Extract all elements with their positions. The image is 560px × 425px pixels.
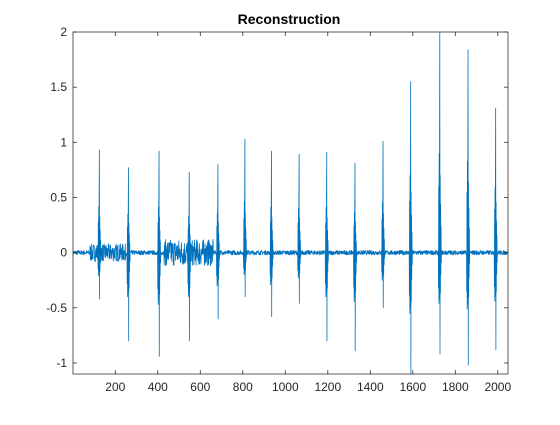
x-axis: 200 400 600 800 1000 1200 1400 1600 1800 2000 <box>105 32 511 394</box>
x-tick-label: 1800 <box>442 380 469 394</box>
y-tick-label: 2 <box>60 25 67 39</box>
y-tick-label: 1 <box>60 135 67 149</box>
y-tick-label: 0 <box>60 246 67 260</box>
x-tick-label: 200 <box>105 380 125 394</box>
y-tick-label: 0.5 <box>50 190 67 204</box>
x-tick-label: 1600 <box>399 380 426 394</box>
y-tick-label: -1 <box>56 356 67 370</box>
plot-area <box>73 32 508 374</box>
axes-box <box>72 31 509 375</box>
y-tick-label: -0.5 <box>46 301 67 315</box>
x-tick-label: 1200 <box>314 380 341 394</box>
x-tick-label: 600 <box>190 380 210 394</box>
y-axis: -1 -0.5 0 0.5 1 1.5 2 <box>46 25 508 370</box>
x-tick-label: 400 <box>148 380 168 394</box>
x-tick-label: 800 <box>233 380 253 394</box>
x-tick-label: 1000 <box>272 380 299 394</box>
series-line <box>73 32 508 374</box>
x-tick-label: 2000 <box>484 380 511 394</box>
x-tick-label: 1400 <box>357 380 384 394</box>
chart-title: Reconstruction <box>238 11 341 27</box>
y-tick-label: 1.5 <box>50 80 67 94</box>
